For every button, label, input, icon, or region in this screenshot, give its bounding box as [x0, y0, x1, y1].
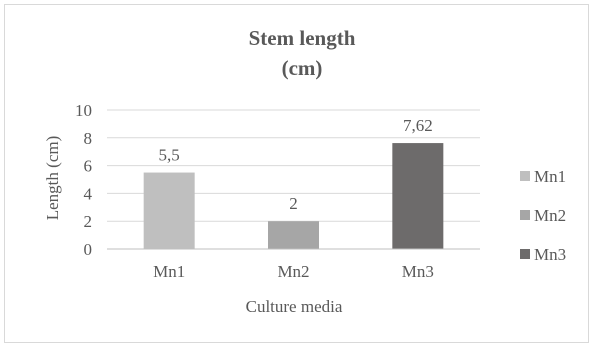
bars [143, 143, 444, 249]
x-axis-ticks: Mn1 Mn2 Mn3 [153, 262, 434, 281]
data-label-mn1: 5,5 [159, 146, 180, 165]
y-tick-label: 6 [84, 157, 93, 176]
legend: Mn1 Mn2 Mn3 [520, 167, 566, 264]
chart-frame [4, 4, 589, 343]
y-tick-label: 8 [84, 129, 93, 148]
y-axis-label: Length (cm) [43, 136, 62, 221]
y-axis-ticks: 0 2 4 6 8 10 [75, 101, 93, 259]
legend-swatch-mn2 [520, 210, 530, 220]
bar-mn2 [268, 221, 319, 249]
bar-mn3 [392, 143, 444, 249]
y-tick-label: 10 [75, 101, 92, 120]
y-tick-label: 4 [84, 184, 93, 203]
y-tick-label: 0 [84, 240, 93, 259]
legend-label-mn2: Mn2 [534, 206, 566, 225]
data-label-mn2: 2 [289, 194, 298, 213]
data-label-mn3: 7,62 [403, 116, 433, 135]
chart-title: Stem length [249, 26, 356, 50]
data-labels: 5,5 2 7,62 [159, 116, 433, 213]
chart-subtitle: (cm) [282, 56, 323, 80]
x-tick-label-mn1: Mn1 [153, 262, 185, 281]
y-tick-label: 2 [84, 212, 93, 231]
x-tick-label-mn3: Mn3 [402, 262, 434, 281]
bar-mn1 [143, 172, 195, 249]
legend-label-mn1: Mn1 [534, 167, 566, 186]
legend-label-mn3: Mn3 [534, 245, 566, 264]
x-axis-label: Culture media [246, 297, 343, 316]
legend-swatch-mn1 [520, 171, 530, 181]
x-tick-label-mn2: Mn2 [277, 262, 309, 281]
legend-swatch-mn3 [520, 249, 530, 259]
